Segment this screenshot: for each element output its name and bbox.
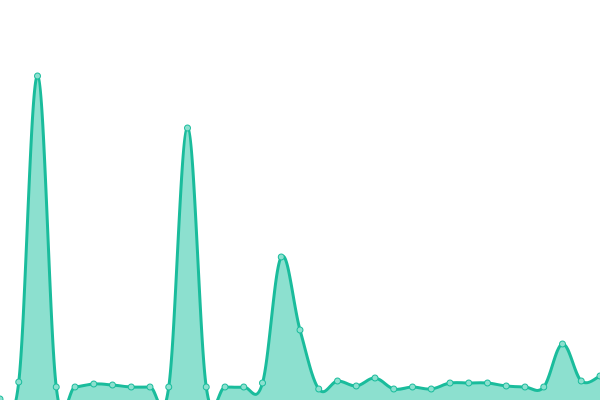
data-point-5 bbox=[90, 380, 98, 388]
data-point-26 bbox=[484, 379, 491, 387]
data-point-3 bbox=[52, 383, 60, 391]
data-point-12 bbox=[221, 383, 229, 391]
data-point-18 bbox=[334, 377, 341, 385]
data-point-29 bbox=[540, 383, 548, 391]
data-point-4 bbox=[71, 383, 79, 391]
data-point-23 bbox=[427, 385, 435, 393]
data-markers bbox=[0, 72, 600, 400]
data-point-24 bbox=[446, 379, 454, 387]
area-fill bbox=[0, 75, 600, 400]
data-point-7 bbox=[127, 383, 135, 391]
data-point-6 bbox=[109, 381, 116, 389]
data-point-15 bbox=[277, 253, 285, 261]
data-point-21 bbox=[390, 385, 398, 393]
data-point-27 bbox=[502, 382, 510, 390]
data-point-20 bbox=[371, 374, 379, 382]
data-point-2 bbox=[34, 72, 41, 80]
data-point-14 bbox=[259, 379, 266, 387]
data-point-22 bbox=[409, 383, 416, 391]
data-point-9 bbox=[165, 383, 173, 391]
data-point-25 bbox=[465, 379, 473, 387]
data-point-19 bbox=[352, 382, 360, 390]
data-point-10 bbox=[184, 124, 191, 132]
data-point-30 bbox=[559, 340, 566, 348]
data-point-0 bbox=[0, 395, 4, 400]
data-point-16 bbox=[296, 326, 304, 334]
data-point-13 bbox=[240, 383, 248, 391]
data-point-32 bbox=[596, 372, 600, 380]
data-point-31 bbox=[577, 377, 585, 385]
series-line bbox=[0, 74, 600, 400]
data-point-8 bbox=[146, 383, 154, 391]
data-point-17 bbox=[315, 385, 323, 393]
data-point-28 bbox=[521, 383, 529, 391]
data-point-1 bbox=[15, 378, 23, 386]
data-point-11 bbox=[202, 383, 210, 391]
